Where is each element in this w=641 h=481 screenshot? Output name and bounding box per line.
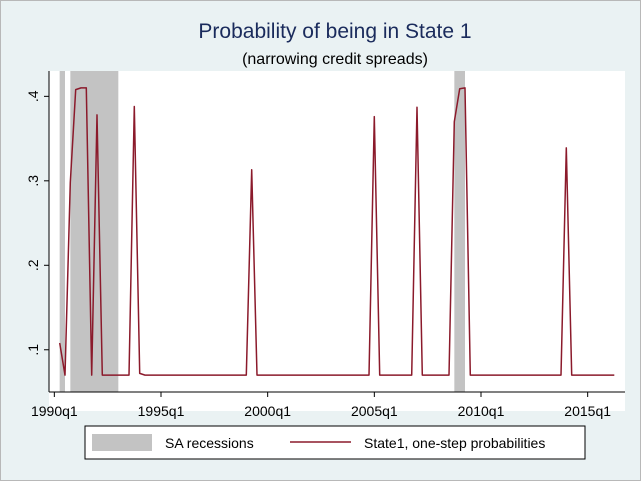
legend-label-recessions: SA recessions (165, 435, 254, 451)
series-layer (58, 87, 615, 376)
tick-labels: 1990q1 1995q1 2000q1 2005q1 2010q1 2015q1 .1 .2… (25, 90, 611, 419)
x-tick-label-1: 1995q1 (138, 403, 185, 419)
axes (48, 71, 625, 393)
legend-label-series: State1, one-step probabilities (364, 435, 545, 451)
x-tick-label-5: 2015q1 (564, 403, 611, 419)
y-tick-label-1: .2 (25, 259, 41, 271)
legend: SA recessions State1, one-step probabili… (84, 425, 586, 460)
recession-band-0 (59, 71, 65, 392)
chart-title: Probability of being in State 1 (198, 20, 471, 43)
x-tick-label-0: 1990q1 (31, 403, 78, 419)
recession-band-2 (454, 71, 465, 392)
y-tick-label-0: .1 (25, 344, 41, 356)
series-line-0 (58, 87, 615, 376)
plot-area (49, 71, 625, 411)
x-tick-label-3: 2005q1 (351, 403, 398, 419)
x-tick-label-4: 2010q1 (458, 403, 505, 419)
y-tick-label-2: .3 (25, 175, 41, 187)
chart-subtitle: (narrowing credit spreads) (242, 51, 428, 68)
y-tick-label-3: .4 (25, 90, 41, 102)
legend-swatch-recessions (92, 434, 152, 451)
x-tick-label-2: 2000q1 (244, 403, 291, 419)
